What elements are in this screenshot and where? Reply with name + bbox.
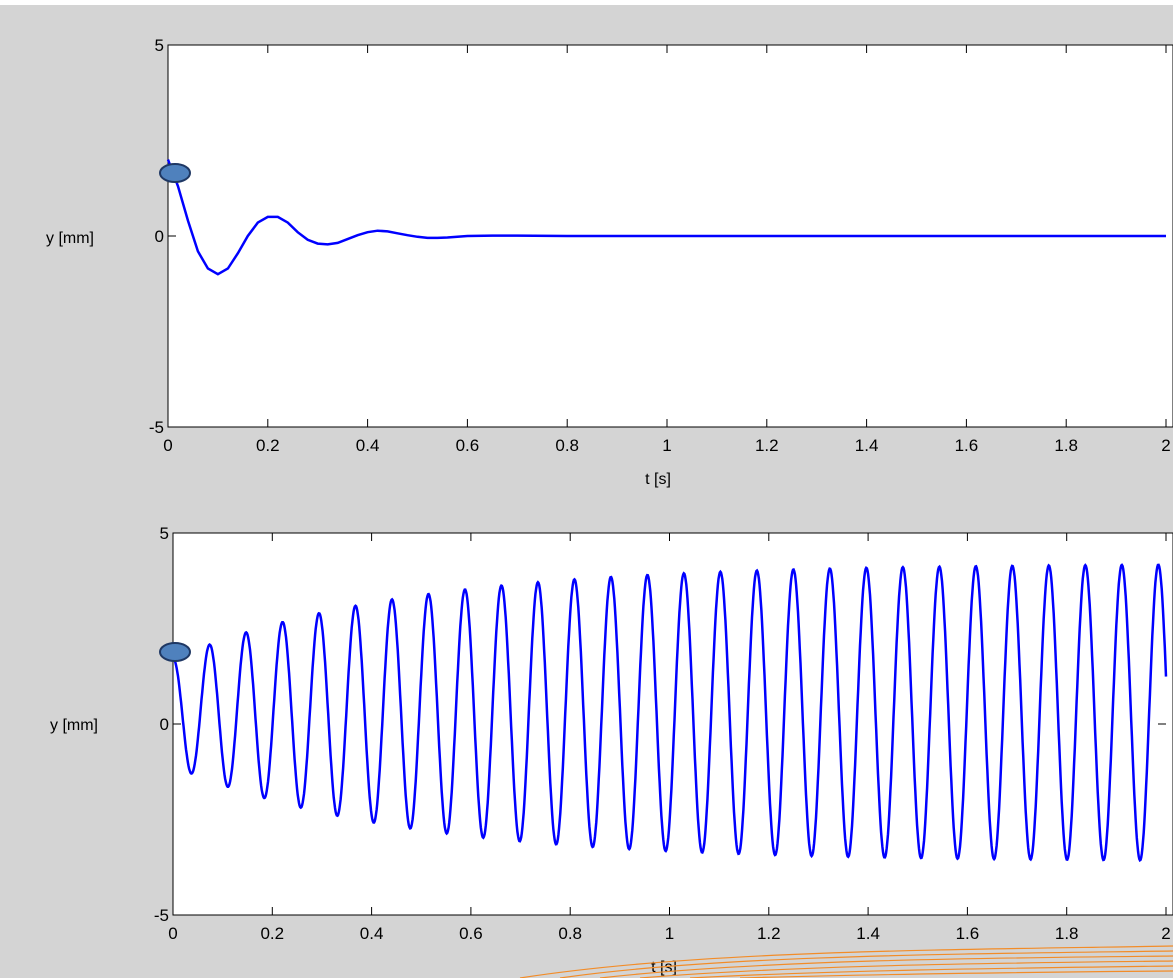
bottom-x-tick-label: 0.4 [360,924,384,943]
bottom-y-axis-label: y [mm] [50,717,98,734]
bottom-y-tick-label: -5 [154,906,169,925]
bottom-plot-area [172,532,1173,916]
top-x-tick-label: 1.6 [955,436,979,455]
top-y-axis-label: y [mm] [46,230,94,247]
bottom-x-tick-label: 1 [665,924,674,943]
bottom-x-tick-label: 0 [168,924,177,943]
bottom-x-tick-label: 1.4 [856,924,880,943]
bottom-start-marker [159,642,191,662]
top-x-axis-label: t [s] [645,471,671,488]
top-x-tick-label: 2 [1161,436,1170,455]
top-x-tick-label: 1.4 [855,436,879,455]
bottom-y-tick-label: 0 [160,715,169,734]
bottom-ticks [172,532,1167,916]
top-x-tick-labels: 0 0.2 0.4 0.6 0.8 1 1.2 1.4 1.6 1.8 2 [163,436,1170,455]
bottom-x-tick-label: 0.8 [558,924,582,943]
top-series-line [166,159,1166,276]
top-x-tick-label: 1.8 [1054,436,1078,455]
bottom-x-tick-labels: 0 0.2 0.4 0.6 0.8 1 1.2 1.4 1.6 1.8 2 [168,924,1170,943]
top-y-tick-label: 0 [155,227,164,246]
bottom-x-tick-label: 1.2 [757,924,781,943]
bottom-y-tick-labels: -5 0 5 [154,524,169,925]
top-ticks [167,44,1167,428]
bottom-x-tick-label: 1.6 [956,924,980,943]
bottom-x-tick-label: 1.8 [1055,924,1079,943]
bottom-plot: 0 0.2 0.4 0.6 0.8 1 1.2 1.4 1.6 1.8 2 -505 t [s] y… [50,524,1173,976]
top-x-tick-label: 0.8 [555,436,579,455]
top-x-tick-label: 0 [163,436,172,455]
bottom-x-tick-label: 2 [1161,924,1170,943]
decorative-swoosh [519,945,1173,978]
bottom-y-tick-label: 5 [160,524,169,543]
top-plot: 0 0.2 0.4 0.6 0.8 1 1.2 1.4 1.6 1.8 2 -505 t [s] y… [46,36,1173,488]
top-start-marker [159,163,191,183]
top-x-tick-label: 0.4 [356,436,380,455]
top-x-tick-label: 1.2 [755,436,779,455]
bottom-x-tick-label: 0.6 [459,924,483,943]
top-x-tick-label: 1 [662,436,671,455]
top-y-tick-labels: -5 0 5 [149,36,164,437]
bottom-x-tick-label: 0.2 [260,924,284,943]
bottom-series-line [171,563,1168,863]
top-x-tick-label: 0.2 [256,436,280,455]
top-y-tick-label: 5 [155,36,164,55]
top-x-tick-label: 0.6 [456,436,480,455]
top-y-tick-label: -5 [149,418,164,437]
